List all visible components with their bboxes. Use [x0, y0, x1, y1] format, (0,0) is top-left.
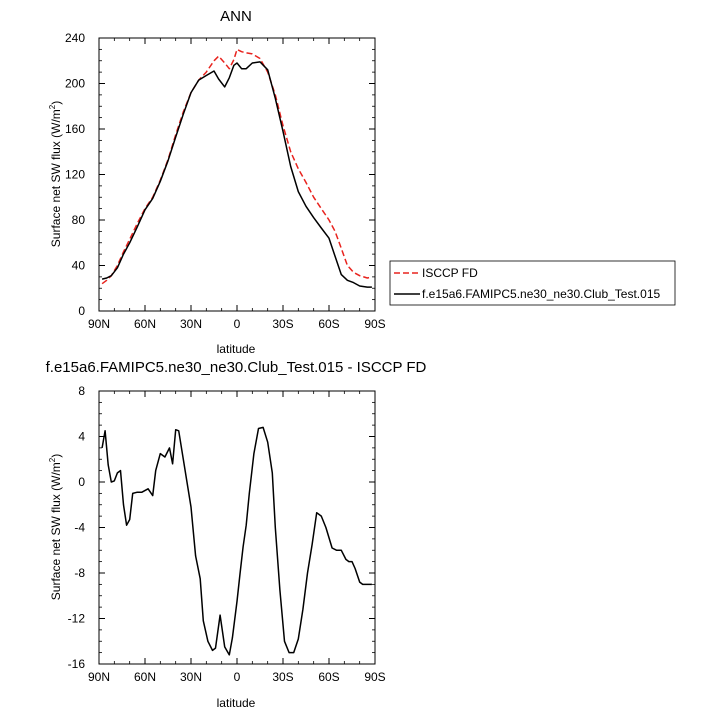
- x-tick-label: 60N: [134, 670, 156, 684]
- y-tick-label: -8: [74, 566, 85, 580]
- y-tick-label: -12: [68, 612, 86, 626]
- top-x-axis-label: latitude: [217, 342, 256, 356]
- top-y-label-main: Surface net SW flux (W/m: [49, 109, 63, 247]
- x-tick-label: 30S: [272, 317, 293, 331]
- y-tick-label: 200: [65, 77, 85, 91]
- bottom-chart-title: f.e15a6.FAMIPC5.ne30_ne30.Club_Test.015 …: [46, 359, 427, 376]
- x-tick-label: 90S: [364, 317, 385, 331]
- x-tick-label: 60S: [318, 670, 339, 684]
- bottom-y-label-main: Surface net SW flux (W/m: [49, 462, 63, 600]
- x-tick-label: 90N: [88, 670, 110, 684]
- y-tick-label: 0: [78, 304, 85, 318]
- bottom-y-axis-label: Surface net SW flux (W/m2): [48, 454, 63, 600]
- bottom-x-axis: 90N 60N 30N 0 30S 60S 90S: [88, 391, 386, 684]
- x-tick-label: 30S: [272, 670, 293, 684]
- legend-box: [389, 260, 676, 306]
- top-series-lines: [101, 48, 373, 288]
- y-tick-label: 120: [65, 168, 85, 182]
- top-y-axis-label: Surface net SW flux (W/m2): [48, 101, 63, 247]
- legend-label-model: f.e15a6.FAMIPC5.ne30_ne30.Club_Test.015: [422, 287, 660, 301]
- top-x-axis: 90N 60N 30N 0 30S 60S 90S: [88, 38, 386, 331]
- top-y-label-end: ): [49, 101, 63, 105]
- top-y-axis: 0 40 80 120 160 200 240: [65, 31, 375, 318]
- y-tick-label: 160: [65, 122, 85, 136]
- bottom-x-axis-label: latitude: [217, 696, 256, 710]
- top-series-line-1: [101, 61, 372, 288]
- y-tick-label: 40: [72, 259, 86, 273]
- bottom-series-line-0: [101, 426, 372, 656]
- y-tick-label: 0: [78, 475, 85, 489]
- y-tick-label: -4: [74, 521, 85, 535]
- legend-label-isccp: ISCCP FD: [422, 266, 478, 280]
- x-tick-label: 0: [234, 317, 241, 331]
- x-tick-label: 30N: [180, 670, 202, 684]
- x-tick-label: 90S: [364, 670, 385, 684]
- bottom-y-axis: -16 -12 -8 -4 0 4 8: [68, 384, 375, 671]
- top-panel: ANN 90N 60N 30N 0 30S 60S 90S 0 40 80 120 160 200 24…: [48, 8, 676, 356]
- x-tick-label: 30N: [180, 317, 202, 331]
- bottom-series-lines: [101, 426, 372, 656]
- bottom-plot-frame: [98, 390, 376, 665]
- bottom-panel: f.e15a6.FAMIPC5.ne30_ne30.Club_Test.015 …: [46, 359, 427, 710]
- bottom-y-label-sup: 2: [48, 457, 57, 462]
- y-tick-label: 4: [78, 430, 85, 444]
- y-tick-label: -16: [68, 657, 86, 671]
- top-series-line-0: [101, 48, 373, 285]
- y-tick-label: 80: [72, 213, 86, 227]
- top-plot-frame: [98, 37, 376, 312]
- legend: ISCCP FD f.e15a6.FAMIPC5.ne30_ne30.Club_…: [389, 260, 676, 306]
- bottom-y-label-end: ): [49, 454, 63, 458]
- x-tick-label: 60N: [134, 317, 156, 331]
- x-tick-label: 60S: [318, 317, 339, 331]
- y-tick-label: 240: [65, 31, 85, 45]
- x-tick-label: 90N: [88, 317, 110, 331]
- top-chart-title: ANN: [220, 8, 252, 25]
- y-tick-label: 8: [78, 384, 85, 398]
- top-y-label-sup: 2: [48, 104, 57, 109]
- x-tick-label: 0: [234, 670, 241, 684]
